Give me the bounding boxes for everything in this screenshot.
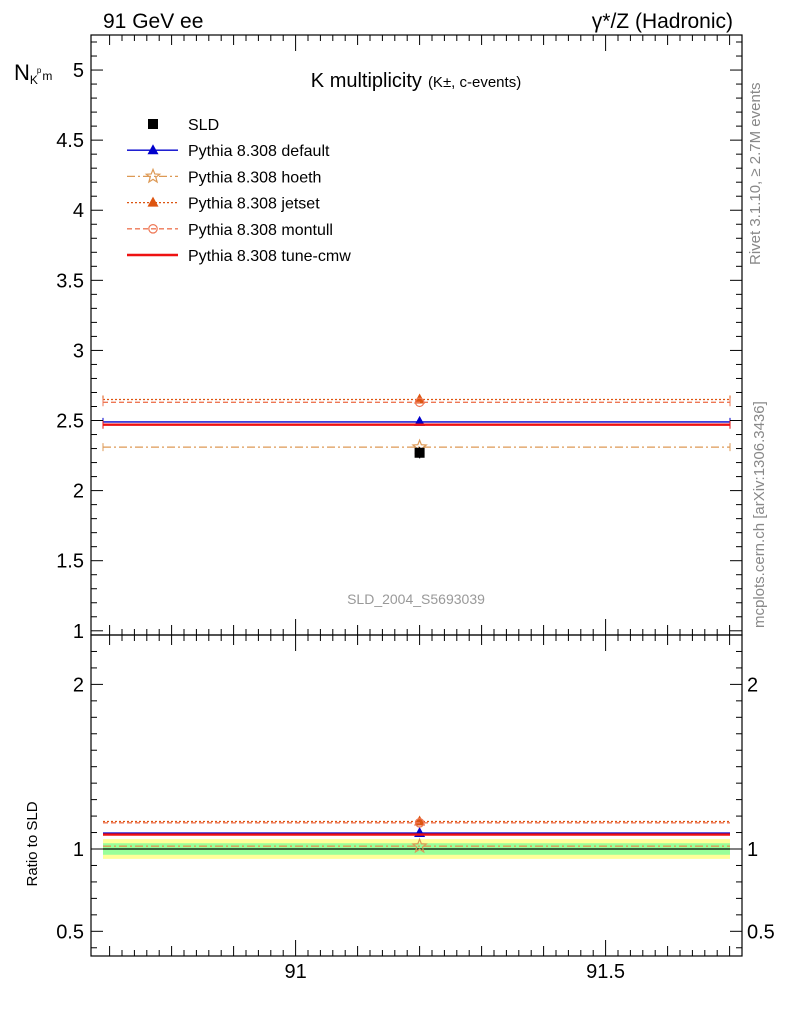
main-ytick-label-0: 1: [73, 621, 84, 643]
legend: SLD Pythia 8.308 default Pythia 8.308 hoet…: [127, 117, 351, 265]
legend-marker-3: [147, 196, 159, 207]
legend-label-1: Pythia 8.308 default: [188, 143, 330, 160]
chart-title-sub: (K±, c-events): [428, 74, 521, 91]
main-ytick-label-2: 2: [73, 481, 84, 503]
ratio-ytick-label-left-2: 2: [73, 674, 84, 696]
header-left: 91 GeV ee: [103, 10, 203, 33]
ratio-ytick-label-right-0: 0.5: [747, 921, 775, 943]
xtick-label-0: 91: [284, 961, 306, 983]
series-marker-3: [414, 397, 425, 408]
ratio-ylabel: Ratio to SLD: [24, 801, 41, 886]
side-label-rivet: Rivet 3.1.10, ≥ 2.7M events: [747, 83, 764, 266]
main-plot-area: 1 1.5 2 2.5 3 3.5 4 4.5 5: [56, 34, 743, 643]
header-right: γ*/Z (Hadronic): [592, 10, 733, 33]
main-ytick-label-6: 4: [73, 200, 84, 222]
ratio-ytick-label-left-0: 0.5: [56, 921, 84, 943]
main-ytick-label-5: 3.5: [56, 270, 84, 292]
ratio-ytick-label-right-1: 1: [747, 839, 758, 861]
ratio-marker-1: [411, 837, 428, 854]
ratio-frame: [90, 634, 743, 957]
side-label-mcplots: mcplots.cern.ch [arXiv:1306.3436]: [751, 401, 768, 628]
legend-label-5: Pythia 8.308 tune-cmw: [188, 248, 351, 265]
legend-marker-2: [144, 167, 162, 184]
xtick-label-1: 91.5: [586, 961, 625, 983]
ratio-ytick-label-left-1: 1: [73, 839, 84, 861]
data-point-sld: [414, 447, 425, 458]
ratio-plot-area: 91 91.5 0.5 0.5 1 1 2 2: [56, 634, 775, 983]
ratio-ytick-label-right-2: 2: [747, 674, 758, 696]
watermark-label: SLD_2004_S5693039: [347, 591, 485, 607]
legend-label-2: Pythia 8.308 hoeth: [188, 169, 321, 186]
chart-title: K multiplicity (K±, c-events): [311, 70, 521, 92]
legend-marker-4: [148, 224, 158, 234]
ratio-marker-3: [414, 818, 425, 828]
legend-label-0: SLD: [188, 117, 219, 134]
legend-label-3: Pythia 8.308 jetset: [188, 196, 320, 213]
chart-title-main: K multiplicity: [311, 70, 422, 92]
legend-label-4: Pythia 8.308 montull: [188, 222, 333, 239]
main-ytick-label-7: 4.5: [56, 130, 84, 152]
ylabel-sub: K: [30, 73, 38, 87]
legend-marker-1: [147, 144, 159, 155]
legend-marker-0: [148, 119, 158, 129]
series-marker-0: [414, 415, 426, 426]
main-ytick-label-3: 2.5: [56, 411, 84, 433]
ylabel-sup: p: [37, 66, 42, 75]
ylabel-sub2: m: [42, 69, 52, 83]
main-ytick-label-8: 5: [73, 60, 84, 82]
main-ylabel: NKpm: [14, 60, 52, 87]
ylabel-base: N: [14, 60, 30, 85]
main-ytick-label-4: 3: [73, 340, 84, 362]
main-ytick-label-1: 1.5: [56, 551, 84, 573]
